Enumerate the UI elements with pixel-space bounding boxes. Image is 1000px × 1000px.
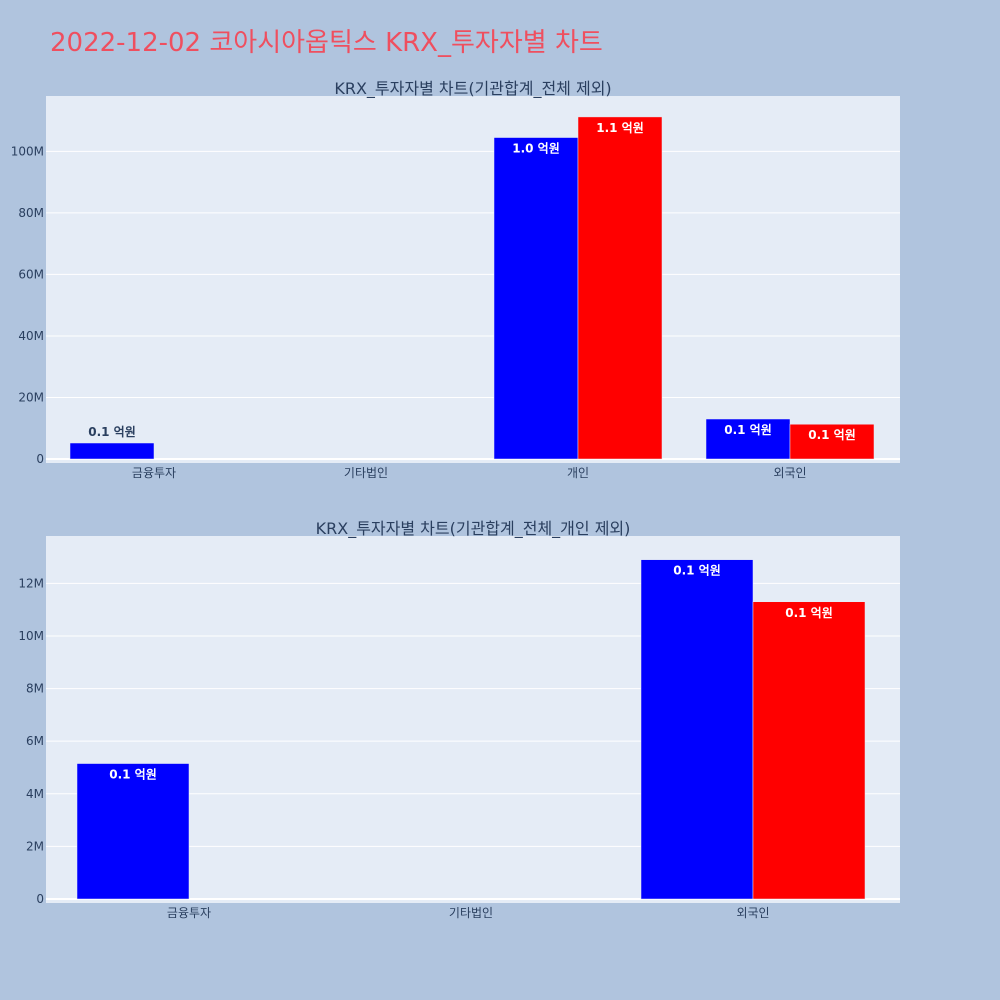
x-tick-label: 외국인 [773,466,806,480]
bar [640,559,754,900]
bar-data-label: 0.1 억원 [109,768,157,782]
x-tick-label: 금융투자 [167,906,211,920]
y-tick-label: 80M [18,206,44,220]
y-tick-label: 20M [18,390,44,404]
x-tick-label: 금융투자 [132,466,176,480]
y-tick-label: 12M [18,576,44,590]
bar-data-label: 0.1 억원 [808,428,856,442]
chart-subtitle: KRX_투자자별 차트(기관합계_전체 제외) [334,79,611,99]
bar [705,418,791,460]
bar [69,442,155,460]
chart-1: 0 20M 40M 60M 80M 100M KRX_투자자별 차트(기관합계_전체 제외)… [11,79,900,480]
page-title: 2022-12-02 코아시아옵틱스 KRX_투자자별 차트 [50,28,603,58]
bar-data-label: 1.0 억원 [512,142,560,156]
y-tick-label: 60M [18,267,44,281]
plot-area [46,96,900,463]
bar-data-label: 1.1 억원 [596,121,644,135]
y-tick-label: 4M [26,787,44,801]
chart-2: 0 2M 4M 6M 8M 10M 12M KRX_투자자별 차트(기관합계_전체_개인 제외… [18,519,900,920]
bar-data-label: 0.1 억원 [785,606,833,620]
y-tick-label: 10M [18,629,44,643]
bar [577,116,663,460]
x-tick-label: 외국인 [736,906,769,920]
bar-data-label: 0.1 억원 [88,425,136,439]
y-tick-label: 100M [11,144,44,158]
bar [789,423,875,460]
y-tick-label: 8M [26,682,44,696]
y-tick-label: 6M [26,734,44,748]
y-tick-label: 40M [18,329,44,343]
y-tick-label: 2M [26,839,44,853]
y-tick-label: 0 [36,892,44,906]
bar [752,601,866,900]
chart-subtitle: KRX_투자자별 차트(기관합계_전체_개인 제외) [316,519,631,539]
bar-data-label: 0.1 억원 [724,423,772,437]
x-tick-label: 기타법인 [449,906,493,920]
x-tick-label: 개인 [567,466,589,480]
bar [493,137,579,460]
y-tick-label: 0 [36,452,44,466]
x-tick-label: 기타법인 [344,466,388,480]
bar [76,763,190,900]
bar-data-label: 0.1 억원 [673,564,721,578]
